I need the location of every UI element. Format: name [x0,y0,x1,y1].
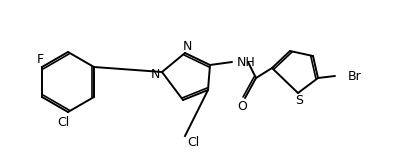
Text: F: F [36,52,44,65]
Text: Br: Br [348,69,362,83]
Text: NH: NH [237,56,256,68]
Text: N: N [182,40,192,52]
Text: O: O [237,100,247,112]
Text: Cl: Cl [187,136,199,148]
Text: Cl: Cl [57,116,69,128]
Text: S: S [295,93,303,107]
Text: N: N [150,68,160,80]
